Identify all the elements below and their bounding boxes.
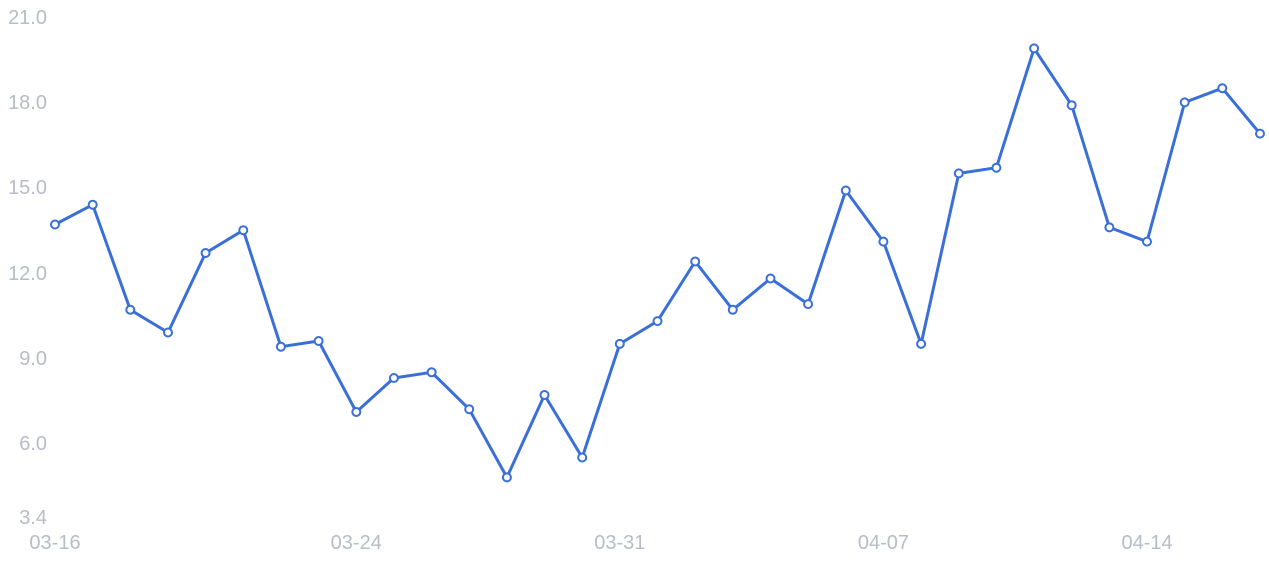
data-point <box>992 164 1000 172</box>
data-point <box>691 258 699 266</box>
data-point <box>89 201 97 209</box>
data-point <box>465 405 473 413</box>
y-axis-label: 3.4 <box>0 507 47 530</box>
data-point <box>879 238 887 246</box>
data-point <box>202 249 210 257</box>
x-axis-label: 03-24 <box>326 532 386 555</box>
data-point <box>842 187 850 195</box>
data-point <box>767 275 775 283</box>
y-axis-label: 15.0 <box>0 177 47 200</box>
data-point <box>1218 84 1226 92</box>
data-point <box>616 340 624 348</box>
y-axis-label: 21.0 <box>0 7 47 30</box>
x-axis-label: 03-31 <box>590 532 650 555</box>
data-point <box>1030 44 1038 52</box>
data-point <box>239 226 247 234</box>
y-axis-label: 18.0 <box>0 92 47 115</box>
data-point <box>729 306 737 314</box>
data-point <box>1143 238 1151 246</box>
data-point <box>390 374 398 382</box>
data-point <box>1105 223 1113 231</box>
data-point <box>917 340 925 348</box>
x-axis-label: 04-07 <box>853 532 913 555</box>
data-point <box>428 368 436 376</box>
data-point <box>51 221 59 229</box>
x-axis-label: 04-14 <box>1117 532 1177 555</box>
y-axis-label: 6.0 <box>0 433 47 456</box>
data-point <box>164 329 172 337</box>
data-point <box>126 306 134 314</box>
data-point <box>578 454 586 462</box>
data-point <box>1068 101 1076 109</box>
data-point <box>352 408 360 416</box>
data-point <box>1181 98 1189 106</box>
data-point <box>654 317 662 325</box>
y-axis-label: 12.0 <box>0 263 47 286</box>
data-point <box>315 337 323 345</box>
line-chart: 21.0 18.0 15.0 12.0 9.0 6.0 3.403-16 03-24 03-31… <box>0 0 1269 573</box>
y-axis-label: 9.0 <box>0 348 47 371</box>
data-point <box>804 300 812 308</box>
data-point <box>277 343 285 351</box>
data-point <box>955 169 963 177</box>
data-point <box>541 391 549 399</box>
data-point <box>503 473 511 481</box>
series-line <box>55 48 1260 477</box>
chart-svg <box>0 0 1269 573</box>
data-point <box>1256 130 1264 138</box>
x-axis-label: 03-16 <box>25 532 85 555</box>
